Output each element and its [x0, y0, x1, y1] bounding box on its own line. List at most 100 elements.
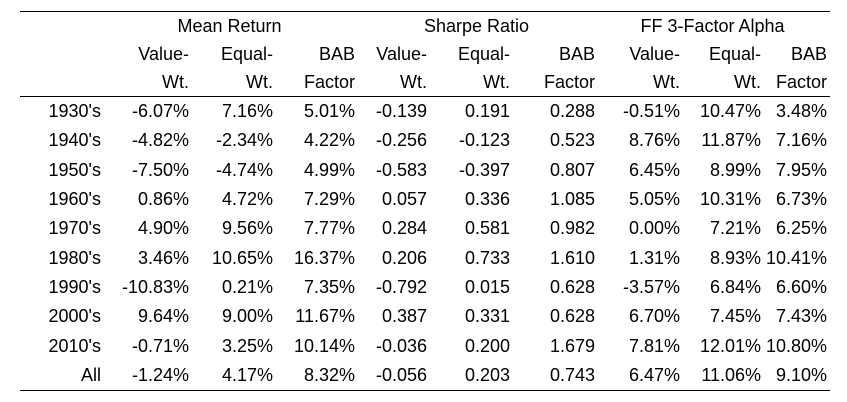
table-cell: -0.036 [375, 335, 427, 356]
row-label: 1940's [48, 130, 101, 151]
table-cell: 3.25% [221, 335, 273, 356]
table-cell: 6.73% [776, 189, 828, 210]
table-cell: 8.93% [709, 247, 762, 268]
table-cell: 0.743 [513, 360, 599, 391]
col-header-top: Value- [376, 43, 427, 64]
table-cell: 9.00% [221, 306, 273, 327]
group-header-sharpe-ratio: Sharpe Ratio [358, 11, 599, 40]
col-header-top: Equal- [457, 43, 510, 64]
col-header-bottom: Factor [276, 68, 358, 97]
table-cell: 0.86% [137, 189, 189, 210]
table-cell: -3.57% [622, 276, 681, 297]
table-cell: 5.01% [303, 101, 355, 122]
table-cell: 9.64% [137, 306, 189, 327]
table-cell: -0.51% [622, 101, 681, 122]
table-cell: 1.610 [549, 247, 596, 268]
table-cell: -10.83% [121, 276, 189, 297]
table-cell: -0.139 [375, 101, 427, 122]
row-label: 1930's [48, 101, 101, 122]
row-label: All [20, 360, 104, 391]
row-label: 1960's [48, 189, 101, 210]
table-cell: 12.01% [699, 335, 762, 356]
table-cell: 4.17% [192, 360, 276, 391]
col-header-bottom: Wt. [430, 68, 513, 97]
table-cell: 0.00% [628, 218, 681, 239]
table-cell: -4.82% [131, 130, 189, 151]
table-cell: 7.35% [303, 276, 355, 297]
table-cell: 7.81% [628, 335, 681, 356]
table-cell: 8.32% [276, 360, 358, 391]
table-cell: 10.47% [699, 101, 762, 122]
table-cell: 0.288 [549, 101, 596, 122]
col-header-top: Value- [138, 43, 189, 64]
table-cell: 0.191 [464, 101, 510, 122]
table-cell: 0.200 [464, 335, 510, 356]
corner-cell [20, 40, 104, 68]
corner-cell [20, 68, 104, 97]
returns-table: Mean Return Sharpe Ratio FF 3-Factor Alp… [20, 11, 831, 391]
table-row: 1980's 3.46% 10.65% 16.37% 0.206 0.733 1.610 1.… [20, 243, 830, 272]
table-row: 1990's -10.83% 0.21% 7.35% -0.792 0.015 0.628 -… [20, 273, 830, 302]
col-header-bottom: Wt. [192, 68, 276, 97]
table-cell: 1.31% [628, 247, 681, 268]
table-cell: -2.34% [215, 130, 273, 151]
table-cell: 6.84% [709, 276, 762, 297]
table-cell: -4.74% [215, 159, 273, 180]
table-cell: 0.807 [549, 159, 596, 180]
table-row: 1930's -6.07% 7.16% 5.01% -0.139 0.191 0.288 -0… [20, 97, 830, 127]
table-cell: 0.581 [464, 218, 510, 239]
col-header-top: Value- [629, 43, 681, 64]
table-row: 1960's 0.86% 4.72% 7.29% 0.057 0.336 1.085 5.05… [20, 185, 830, 214]
col-header-top: BAB [318, 43, 355, 64]
row-label: 1970's [48, 218, 101, 239]
table-cell: 0.284 [381, 218, 427, 239]
table-cell: 7.77% [303, 218, 355, 239]
row-label: 1950's [48, 159, 101, 180]
table-cell: 10.31% [699, 189, 762, 210]
table-cell: 0.21% [221, 276, 273, 297]
table-cell: 0.203 [430, 360, 513, 391]
table-cell: 0.331 [464, 306, 510, 327]
table-cell: 3.48% [776, 101, 828, 122]
table-row: 2010's -0.71% 3.25% 10.14% -0.036 0.200 1.679 7… [20, 331, 830, 360]
table-cell: 10.80% [765, 335, 828, 356]
table-cell: 7.95% [776, 159, 828, 180]
table-cell: 3.46% [137, 247, 189, 268]
table-cell: 8.99% [709, 159, 762, 180]
subheader-row-top: Value- Equal- BAB Value- Equal- BAB Valu… [20, 40, 830, 68]
table-cell: 7.16% [221, 101, 273, 122]
table-cell: 10.65% [211, 247, 273, 268]
table-cell: 4.22% [303, 130, 355, 151]
col-header-top: Equal- [220, 43, 273, 64]
table-cell: 0.982 [549, 218, 596, 239]
table-cell: 0.628 [549, 306, 596, 327]
table-cell: -6.07% [131, 101, 189, 122]
table-cell: -0.71% [131, 335, 189, 356]
group-header-mean-return: Mean Return [104, 11, 358, 40]
table-cell: -0.583 [375, 159, 427, 180]
table-cell: -0.123 [458, 130, 510, 151]
table-body: 1930's -6.07% 7.16% 5.01% -0.139 0.191 0.288 -0… [20, 97, 831, 391]
table-row: All -1.24% 4.17% 8.32% -0.056 0.203 0.743 6.47%… [20, 360, 831, 391]
table-cell: 11.67% [295, 306, 355, 327]
table-cell: 8.76% [628, 130, 681, 151]
table-cell: 4.90% [137, 218, 189, 239]
table-cell: 5.05% [628, 189, 681, 210]
table-cell: 11.06% [683, 360, 765, 391]
col-header-bottom: Wt. [358, 68, 430, 97]
table-cell: 10.41% [765, 247, 828, 268]
col-header-bottom: Factor [513, 68, 599, 97]
row-label: 1990's [48, 276, 101, 297]
table-cell: 11.87% [701, 130, 762, 151]
col-header-bottom: Wt. [104, 68, 192, 97]
table-cell: 0.015 [464, 276, 510, 297]
table-row: 2000's 9.64% 9.00% 11.67% 0.387 0.331 0.628 6.7… [20, 302, 830, 331]
table-cell: 0.733 [464, 247, 510, 268]
table-cell: 7.45% [709, 306, 762, 327]
table-cell: 4.99% [303, 159, 355, 180]
table-cell: 10.14% [293, 335, 355, 356]
table-cell: 0.628 [549, 276, 596, 297]
table-cell: 7.16% [776, 130, 828, 151]
table-cell: -0.256 [375, 130, 427, 151]
